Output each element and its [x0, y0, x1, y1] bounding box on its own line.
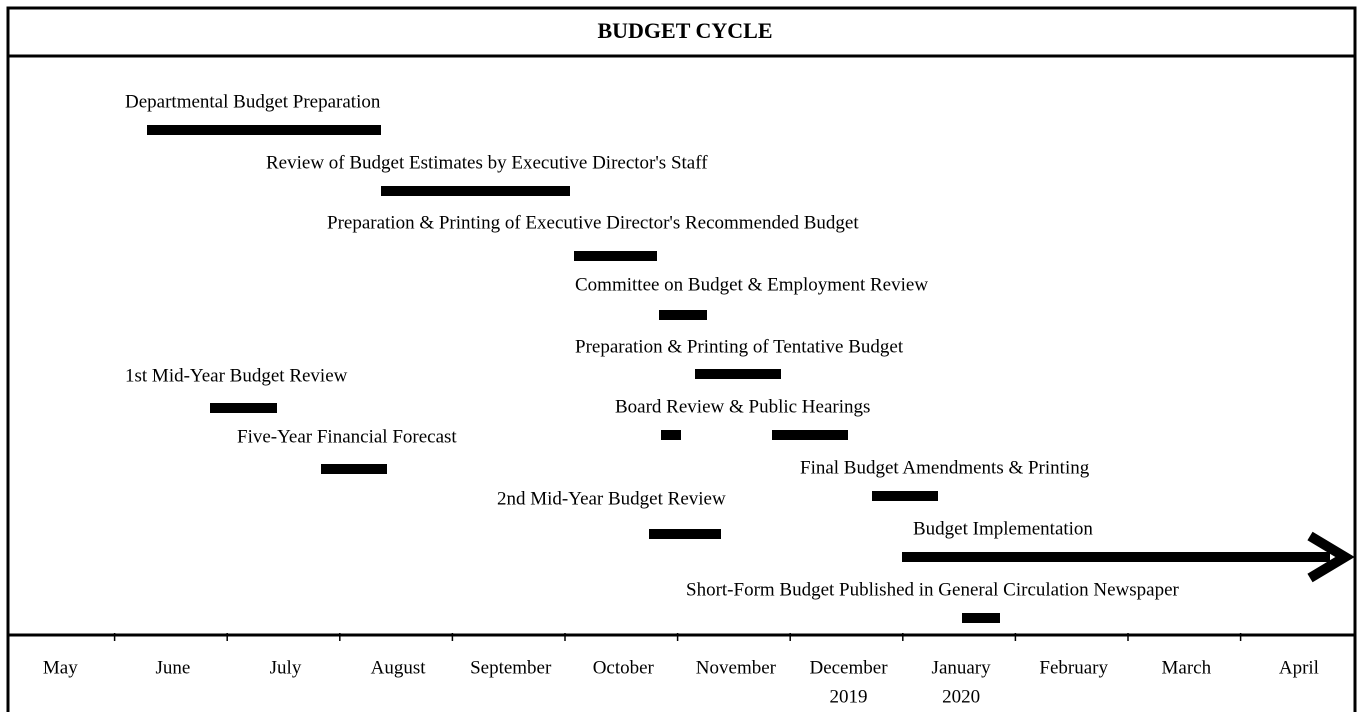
task-label: Committee on Budget & Employment Review [575, 274, 928, 295]
month-label: May [43, 657, 78, 678]
task-bar [661, 430, 681, 440]
arrow-head [1307, 531, 1355, 583]
month-label: June [155, 657, 190, 678]
month-label: August [371, 657, 427, 678]
task-label: 1st Mid-Year Budget Review [125, 365, 348, 386]
month-label: April [1279, 657, 1319, 678]
task-bar [574, 251, 657, 261]
task-label: Preparation & Printing of Executive Dire… [327, 212, 859, 233]
task-label: Five-Year Financial Forecast [237, 426, 457, 447]
task-bar [962, 613, 1000, 623]
year-label: 2019 [830, 686, 868, 707]
task-bar [649, 529, 721, 539]
timeline: Departmental Budget Preparation Review of… [43, 91, 1355, 707]
task-bar [381, 186, 570, 196]
task-label: Preparation & Printing of Tentative Budg… [575, 336, 904, 357]
title: BUDGET CYCLE [597, 18, 772, 43]
task-bar [321, 464, 387, 474]
month-label: December [809, 657, 888, 678]
year-label: 2020 [942, 686, 980, 707]
month-label: March [1162, 657, 1212, 678]
month-label: October [593, 657, 655, 678]
task-label: Departmental Budget Preparation [125, 91, 381, 112]
task-label: Budget Implementation [913, 518, 1093, 539]
task-bar [147, 125, 381, 135]
month-label: January [932, 657, 992, 678]
task-label: Review of Budget Estimates by Executive … [266, 152, 708, 173]
task-label: Final Budget Amendments & Printing [800, 457, 1090, 478]
task-label: Short-Form Budget Published in General C… [686, 579, 1180, 600]
frame [6, 6, 1357, 712]
month-label: November [696, 657, 777, 678]
task-bar [772, 430, 848, 440]
task-label: Board Review & Public Hearings [615, 396, 870, 417]
month-label: September [470, 657, 552, 678]
task-bar [695, 369, 781, 379]
task-bar [210, 403, 277, 413]
month-label: July [270, 657, 302, 678]
task-bar [659, 310, 707, 320]
task-bar [872, 491, 938, 501]
task-label: 2nd Mid-Year Budget Review [497, 488, 726, 509]
month-label: February [1039, 657, 1108, 678]
